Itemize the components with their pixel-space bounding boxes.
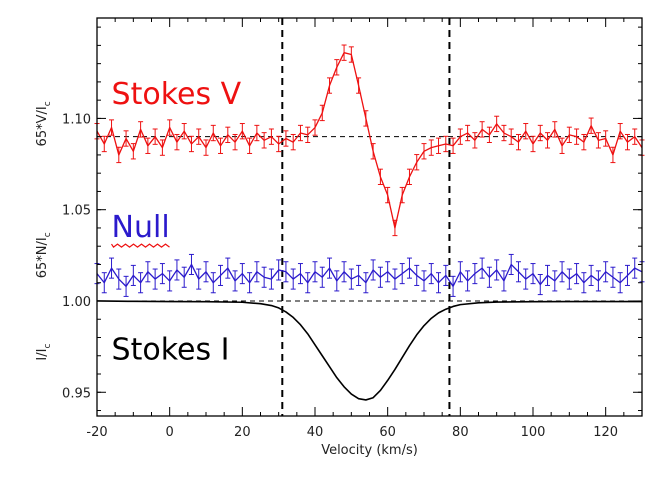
series-stokes-i bbox=[96, 300, 642, 401]
annotation-stokes-i: Stokes I bbox=[112, 332, 230, 367]
annotations: Stokes V Null Stokes I bbox=[111, 77, 242, 367]
x-tick-label: 60 bbox=[379, 425, 396, 440]
y-tick-label: 0.95 bbox=[62, 386, 91, 401]
x-tick-label: 0 bbox=[166, 425, 174, 440]
x-tick-label: 20 bbox=[234, 425, 251, 440]
series-layer bbox=[94, 44, 645, 401]
series-null bbox=[94, 253, 645, 297]
y-label-i-sub: c bbox=[43, 344, 53, 349]
y-label-i-main: I/I bbox=[35, 349, 50, 361]
y-tick-label: 1.10 bbox=[62, 112, 91, 127]
stokes-v-line bbox=[96, 52, 643, 229]
y-label-v: 65*V/Ic bbox=[35, 101, 53, 146]
x-tick-label: 80 bbox=[452, 425, 469, 440]
x-axis-label: Velocity (km/s) bbox=[321, 443, 418, 458]
axis-ticks bbox=[96, 18, 643, 416]
annotation-stokes-v: Stokes V bbox=[112, 77, 242, 112]
y-label-n-sub: c bbox=[43, 232, 53, 237]
x-tick-label: 120 bbox=[593, 425, 618, 440]
y-tick-label: 1.05 bbox=[62, 204, 91, 219]
y-label-i: I/Ic bbox=[35, 344, 53, 361]
stokes-i-line bbox=[96, 300, 642, 401]
y-label-n: 65*N/Ic bbox=[35, 232, 53, 278]
x-tick-labels: -20 0 20 40 60 80 100 120 bbox=[86, 425, 618, 440]
y-tick-label: 1.00 bbox=[62, 295, 91, 310]
y-tick-labels: 0.95 1.00 1.05 1.10 bbox=[62, 112, 91, 401]
x-tick-label: 40 bbox=[307, 425, 324, 440]
series-stokes-v bbox=[94, 44, 645, 237]
x-tick-label: -20 bbox=[86, 425, 107, 440]
annotation-null: Null bbox=[112, 210, 170, 245]
null-line bbox=[96, 263, 643, 288]
y-label-v-sub: c bbox=[43, 101, 53, 106]
y-label-v-main: 65*V/I bbox=[35, 106, 50, 146]
annotation-null-underline bbox=[111, 243, 170, 248]
x-tick-label: 100 bbox=[521, 425, 546, 440]
y-label-n-main: 65*N/I bbox=[35, 237, 50, 278]
